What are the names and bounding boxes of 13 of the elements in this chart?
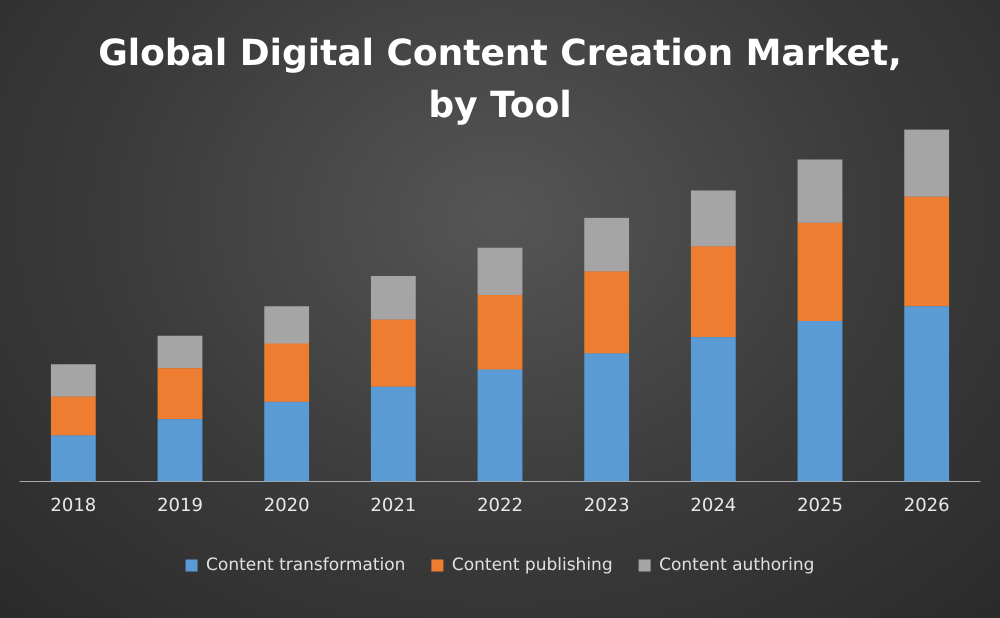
x-tick-label: 2018 xyxy=(50,494,96,516)
x-tick-label: 2024 xyxy=(690,494,736,516)
x-tick-label: 2023 xyxy=(584,494,630,516)
x-tick-label: 2020 xyxy=(264,494,310,516)
x-tick-label: 2022 xyxy=(477,494,523,516)
x-tick-label: 2019 xyxy=(157,494,203,516)
legend-label: Content transformation xyxy=(206,554,406,575)
chart-title: Global Digital Content Creation Market, by Tool xyxy=(97,32,903,126)
x-tick-label: 2021 xyxy=(370,494,416,516)
x-tick-label: 2026 xyxy=(904,494,950,516)
legend-label: Content authoring xyxy=(659,554,814,575)
legend-label: Content publishing xyxy=(452,554,613,575)
x-tick-label: 2025 xyxy=(797,494,843,516)
